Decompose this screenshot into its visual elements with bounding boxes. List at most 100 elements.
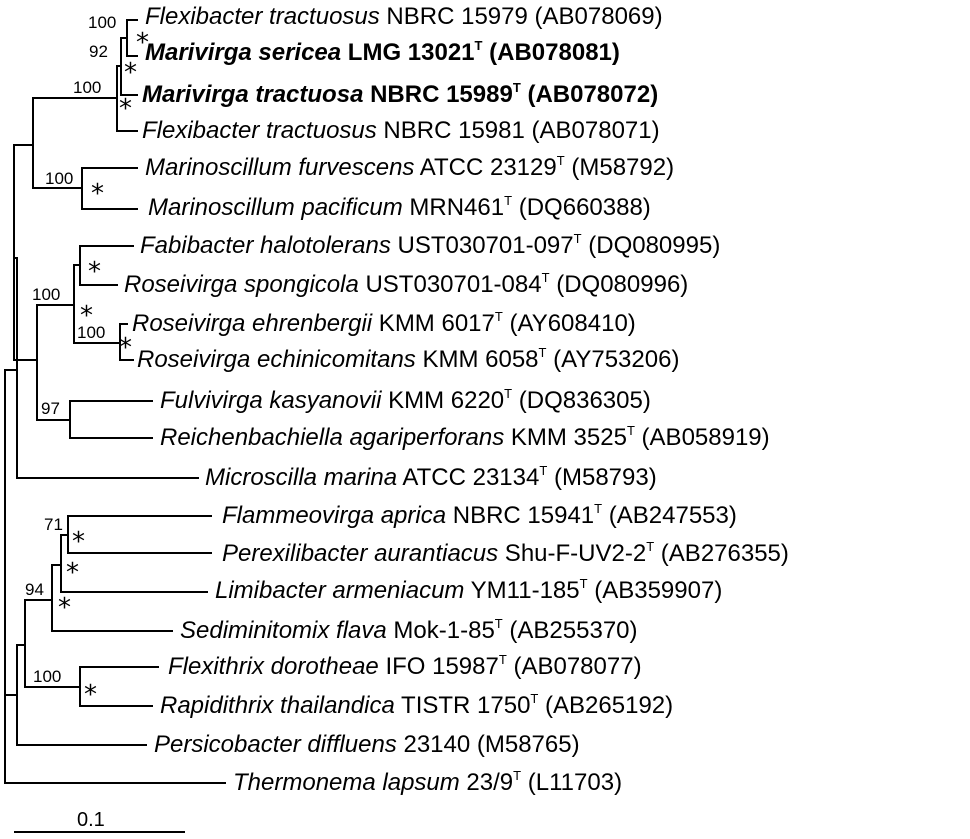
star-5: *	[88, 257, 101, 287]
taxon-accession: (M58792)	[565, 154, 674, 181]
taxon-label: Fabibacter halotolerans UST030701-097T (…	[140, 231, 720, 259]
star-6: *	[80, 301, 93, 331]
type-strain-mark: T	[580, 576, 588, 591]
taxon-label: Sediminitomix flava Mok-1-85T (AB255370)	[180, 616, 638, 644]
star-10: *	[58, 593, 71, 623]
taxon-strain: MRN461	[403, 194, 504, 221]
bootstrap-6: 100	[77, 323, 105, 342]
taxon-accession: (AB078077)	[507, 653, 642, 680]
taxon-accession: (AB276355)	[654, 540, 789, 567]
taxon-strain: 23140 (M58765)	[397, 731, 580, 758]
type-strain-mark: T	[557, 153, 565, 168]
taxon-genus-species: Marivirga sericea	[145, 39, 341, 66]
taxon-accession: (L11703)	[521, 769, 622, 796]
taxon-label: Marivirga tractuosa NBRC 15989T (AB07807…	[142, 80, 658, 108]
star-9: *	[66, 558, 79, 588]
star-3: *	[119, 94, 132, 124]
taxon-genus-species: Reichenbachiella agariperforans	[160, 424, 504, 451]
taxon-genus-species: Persicobacter diffluens	[154, 731, 397, 758]
taxon-accession: (DQ080996)	[550, 271, 689, 298]
type-strain-mark: T	[495, 309, 503, 324]
taxon-genus-species: Marivirga tractuosa	[142, 81, 363, 108]
taxon-label: Roseivirga ehrenbergii KMM 6017T (AY6084…	[132, 309, 636, 337]
taxon-strain: NBRC 15981 (AB078071)	[377, 117, 660, 144]
taxon-accession: (AB265192)	[538, 692, 673, 719]
taxon-accession: (DQ836305)	[512, 387, 651, 414]
taxon-strain: Mok-1-85	[387, 617, 495, 644]
taxon-accession: (AB359907)	[588, 577, 723, 604]
taxon-label: Reichenbachiella agariperforans KMM 3525…	[160, 423, 770, 451]
star-8: *	[72, 527, 85, 557]
taxon-strain: TISTR 1750	[395, 692, 531, 719]
taxon-label: Persicobacter diffluens 23140 (M58765)	[154, 731, 580, 758]
taxon-accession: (AB247553)	[602, 502, 737, 529]
bootstrap-4: 100	[45, 169, 73, 188]
scale-bar-label: 0.1	[77, 809, 105, 831]
taxon-genus-species: Limibacter armeniacum	[215, 577, 464, 604]
taxon-genus-species: Marinoscillum furvescens	[145, 154, 414, 181]
taxon-strain: KMM 3525	[504, 424, 627, 451]
type-strain-mark: T	[530, 691, 538, 706]
scale-bar: 0.1	[14, 809, 185, 833]
taxon-accession: (DQ660388)	[512, 194, 651, 221]
taxon-strain: LMG 13021	[341, 39, 474, 66]
taxon-genus-species: Roseivirga ehrenbergii	[132, 310, 373, 337]
taxon-label: Microscilla marina ATCC 23134T (M58793)	[205, 463, 657, 491]
taxon-label: Flexibacter tractuosus NBRC 15981 (AB078…	[142, 117, 660, 144]
taxon-strain: ATCC 23129	[414, 154, 556, 181]
taxon-label: Flexithrix dorotheae IFO 15987T (AB07807…	[168, 652, 642, 680]
bootstrap-values: 100 92 100 100 100 100 97 71 94 100	[25, 13, 116, 686]
taxon-strain: NBRC 15979 (AB078069)	[380, 3, 663, 30]
bootstrap-5: 100	[32, 285, 60, 304]
taxon-strain: IFO 15987	[379, 653, 499, 680]
taxon-genus-species: Rapidithrix thailandica	[160, 692, 395, 719]
taxon-strain: KMM 6058	[416, 346, 539, 373]
bootstrap-3: 100	[73, 78, 101, 97]
taxon-accession: (AY753206)	[546, 346, 679, 373]
taxon-accession: (AB058919)	[635, 424, 770, 451]
type-strain-mark: T	[513, 80, 521, 95]
star-11: *	[84, 680, 97, 710]
tree-branches	[4, 19, 226, 784]
taxon-label: Flammeovirga aprica NBRC 15941T (AB24755…	[222, 501, 737, 529]
taxon-strain: UST030701-097	[391, 232, 574, 259]
type-strain-mark: T	[646, 539, 654, 554]
type-strain-mark: T	[499, 652, 507, 667]
type-strain-mark: T	[495, 616, 503, 631]
taxon-strain: UST030701-084	[359, 271, 542, 298]
type-strain-mark: T	[574, 231, 582, 246]
taxon-label: Fulvivirga kasyanovii KMM 6220T (DQ83630…	[160, 386, 651, 414]
taxon-accession: (AY608410)	[503, 310, 636, 337]
taxon-genus-species: Thermonema lapsum	[233, 769, 460, 796]
type-strain-mark: T	[627, 423, 635, 438]
taxon-genus-species: Roseivirga spongicola	[124, 271, 359, 298]
taxon-label: Flexibacter tractuosus NBRC 15979 (AB078…	[145, 3, 663, 30]
star-2: *	[124, 58, 137, 88]
taxon-genus-species: Flexithrix dorotheae	[168, 653, 379, 680]
type-strain-mark: T	[539, 345, 547, 360]
taxon-labels: Flexibacter tractuosus NBRC 15979 (AB078…	[124, 3, 789, 796]
taxon-genus-species: Sediminitomix flava	[180, 617, 387, 644]
taxon-genus-species: Roseivirga echinicomitans	[137, 346, 416, 373]
taxon-label: Perexilibacter aurantiacus Shu-F-UV2-2T …	[222, 539, 789, 567]
type-strain-mark: T	[504, 193, 512, 208]
taxon-label: Roseivirga spongicola UST030701-084T (DQ…	[124, 270, 688, 298]
taxon-genus-species: Flammeovirga aprica	[222, 502, 446, 529]
star-1: *	[136, 28, 149, 58]
taxon-label: Rapidithrix thailandica TISTR 1750T (AB2…	[160, 691, 673, 719]
taxon-strain: ATCC 23134	[397, 464, 539, 491]
taxon-accession: (M58793)	[547, 464, 656, 491]
taxon-strain: KMM 6017	[372, 310, 495, 337]
bootstrap-1: 100	[88, 13, 116, 32]
taxon-strain: KMM 6220	[381, 387, 504, 414]
taxon-strain: NBRC 15989	[363, 81, 512, 108]
taxon-genus-species: Fulvivirga kasyanovii	[160, 387, 382, 414]
type-strain-mark: T	[504, 386, 512, 401]
taxon-genus-species: Flexibacter tractuosus	[145, 3, 380, 30]
bootstrap-8: 71	[44, 515, 63, 534]
bootstrap-2: 92	[89, 42, 108, 61]
taxon-genus-species: Flexibacter tractuosus	[142, 117, 377, 144]
taxon-label: Marinoscillum furvescens ATCC 23129T (M5…	[145, 153, 674, 181]
taxon-label: Marinoscillum pacificum MRN461T (DQ66038…	[148, 193, 651, 221]
